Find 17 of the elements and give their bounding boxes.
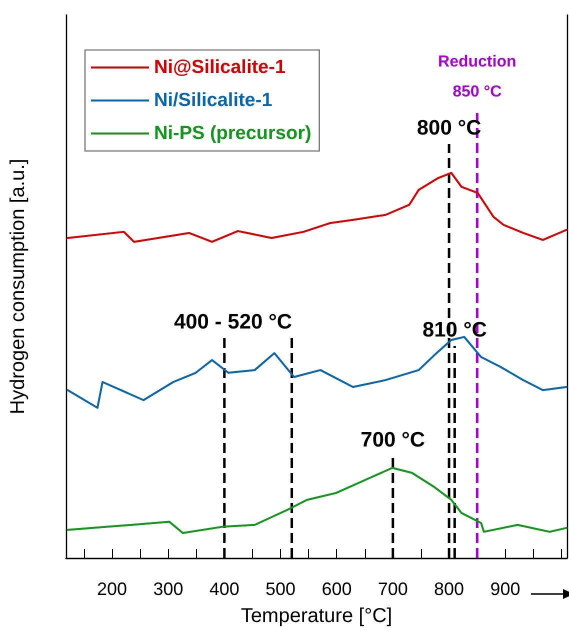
y-axis-title: Hydrogen consumption [a.u.] — [7, 158, 29, 414]
x-tick-label: 900 — [490, 579, 520, 599]
legend-label: Ni/Silicalite-1 — [154, 90, 273, 111]
x-tick-label: 600 — [322, 579, 352, 599]
x-tick-label: 500 — [266, 579, 296, 599]
legend-label: Ni@Silicalite-1 — [154, 57, 286, 78]
x-tick-label: 800 — [434, 579, 464, 599]
annotation: 400 - 520 °C — [174, 310, 292, 334]
x-tick-label: 200 — [97, 579, 128, 599]
legend-label: Ni-PS (precursor) — [154, 123, 312, 144]
ref-line-label: 700 °C — [360, 428, 426, 452]
x-tick-label: 400 — [209, 579, 240, 599]
ref-line-label: Reduction 850 °C — [438, 54, 516, 100]
x-tick-label: 300 — [153, 579, 184, 599]
x-axis-title: Temperature [°C] — [240, 605, 392, 627]
x-tick-label: 700 — [378, 579, 408, 599]
ref-line-label: 800 °C — [416, 116, 482, 140]
